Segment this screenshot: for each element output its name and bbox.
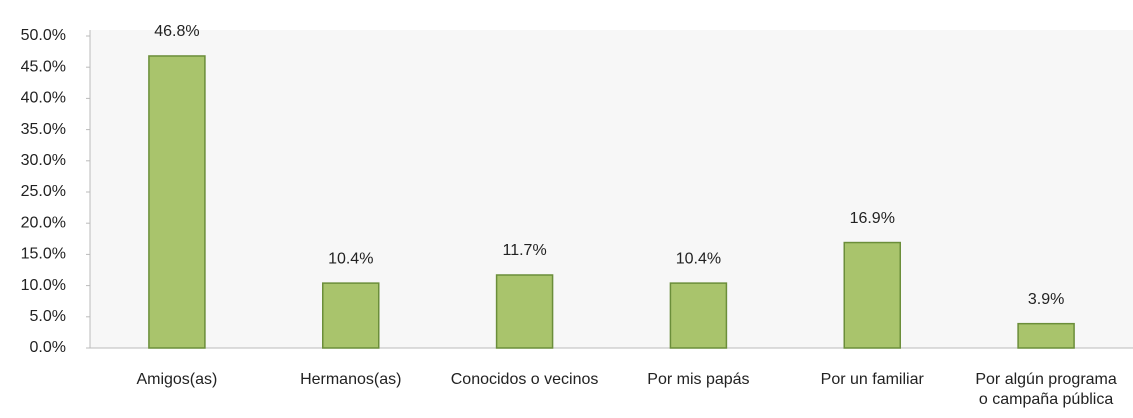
y-tick-label: 35.0%	[21, 121, 66, 138]
data-label: 3.9%	[1028, 291, 1064, 308]
y-tick-label: 30.0%	[21, 152, 66, 169]
y-tick-label: 10.0%	[21, 277, 66, 294]
x-tick-label: Amigos(as)	[136, 371, 217, 388]
y-tick-label: 0.0%	[30, 339, 66, 356]
y-tick-label: 20.0%	[21, 214, 66, 231]
data-label: 10.4%	[676, 250, 721, 267]
plot-area	[90, 30, 1133, 348]
bar	[322, 282, 380, 349]
data-label: 46.8%	[154, 23, 199, 40]
y-tick-label: 45.0%	[21, 58, 66, 75]
data-label: 11.7%	[502, 242, 546, 259]
bar	[495, 274, 554, 349]
bar	[843, 241, 901, 349]
bar	[669, 282, 728, 349]
y-tick-label: 40.0%	[21, 90, 66, 107]
y-tick-label: 15.0%	[21, 246, 66, 263]
data-label: 16.9%	[850, 210, 895, 227]
bar	[1017, 322, 1075, 349]
data-label: 10.4%	[328, 250, 373, 267]
y-tick-label: 50.0%	[21, 27, 66, 44]
x-tick-label: Por un familiar	[821, 371, 925, 388]
x-tick-label: Por algún programa o campaña pública	[975, 371, 1117, 408]
bar	[148, 55, 206, 349]
x-tick-label: Hermanos(as)	[300, 371, 401, 388]
y-tick-label: 25.0%	[21, 183, 66, 200]
x-tick-label: Conocidos o vecinos	[451, 371, 599, 388]
x-tick-label: Por mis papás	[647, 371, 749, 388]
y-tick-label: 5.0%	[30, 308, 66, 325]
